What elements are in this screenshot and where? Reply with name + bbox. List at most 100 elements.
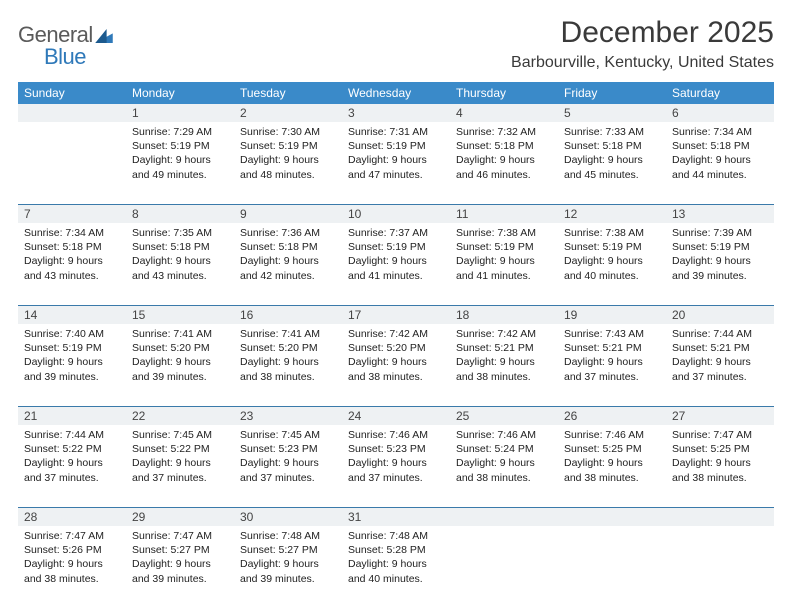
calendar-cell: Sunrise: 7:41 AMSunset: 5:20 PMDaylight:… bbox=[126, 324, 234, 406]
page-title: December 2025 bbox=[511, 16, 774, 50]
daylight-text-line1: Daylight: 9 hours bbox=[240, 456, 336, 470]
daylight-text-line2: and 42 minutes. bbox=[240, 269, 336, 283]
sunrise-text: Sunrise: 7:31 AM bbox=[348, 125, 444, 139]
sunset-text: Sunset: 5:19 PM bbox=[24, 341, 120, 355]
daylight-text-line1: Daylight: 9 hours bbox=[456, 153, 552, 167]
daylight-text-line1: Daylight: 9 hours bbox=[132, 557, 228, 571]
calendar-cell: Sunrise: 7:34 AMSunset: 5:18 PMDaylight:… bbox=[666, 122, 774, 204]
logo-text-blue: Blue bbox=[44, 44, 86, 70]
daylight-text-line2: and 48 minutes. bbox=[240, 168, 336, 182]
sunrise-text: Sunrise: 7:41 AM bbox=[240, 327, 336, 341]
calendar-cell bbox=[18, 122, 126, 204]
sunrise-text: Sunrise: 7:35 AM bbox=[132, 226, 228, 240]
daylight-text-line1: Daylight: 9 hours bbox=[24, 557, 120, 571]
day-number: 16 bbox=[234, 306, 342, 324]
daylight-text-line2: and 38 minutes. bbox=[456, 471, 552, 485]
week-row: Sunrise: 7:34 AMSunset: 5:18 PMDaylight:… bbox=[18, 223, 774, 305]
daylight-text-line1: Daylight: 9 hours bbox=[24, 254, 120, 268]
sunrise-text: Sunrise: 7:46 AM bbox=[456, 428, 552, 442]
daylight-text-line2: and 37 minutes. bbox=[348, 471, 444, 485]
calendar-cell: Sunrise: 7:46 AMSunset: 5:25 PMDaylight:… bbox=[558, 425, 666, 507]
day-number: 19 bbox=[558, 306, 666, 324]
day-header-row: Sunday Monday Tuesday Wednesday Thursday… bbox=[18, 82, 774, 104]
daylight-text-line1: Daylight: 9 hours bbox=[564, 355, 660, 369]
sunset-text: Sunset: 5:18 PM bbox=[132, 240, 228, 254]
calendar-cell: Sunrise: 7:47 AMSunset: 5:26 PMDaylight:… bbox=[18, 526, 126, 608]
logo: GeneralBlue bbox=[18, 16, 113, 70]
sunrise-text: Sunrise: 7:45 AM bbox=[240, 428, 336, 442]
day-number bbox=[450, 508, 558, 526]
calendar-cell: Sunrise: 7:41 AMSunset: 5:20 PMDaylight:… bbox=[234, 324, 342, 406]
daylight-text-line2: and 37 minutes. bbox=[672, 370, 768, 384]
sunset-text: Sunset: 5:27 PM bbox=[240, 543, 336, 557]
sunset-text: Sunset: 5:19 PM bbox=[240, 139, 336, 153]
day-number: 23 bbox=[234, 407, 342, 425]
sunset-text: Sunset: 5:20 PM bbox=[240, 341, 336, 355]
calendar-cell: Sunrise: 7:40 AMSunset: 5:19 PMDaylight:… bbox=[18, 324, 126, 406]
day-number: 17 bbox=[342, 306, 450, 324]
calendar-cell: Sunrise: 7:46 AMSunset: 5:23 PMDaylight:… bbox=[342, 425, 450, 507]
day-number: 15 bbox=[126, 306, 234, 324]
sunrise-text: Sunrise: 7:41 AM bbox=[132, 327, 228, 341]
sunrise-text: Sunrise: 7:39 AM bbox=[672, 226, 768, 240]
day-number: 7 bbox=[18, 205, 126, 223]
calendar-cell: Sunrise: 7:38 AMSunset: 5:19 PMDaylight:… bbox=[558, 223, 666, 305]
calendar-cell: Sunrise: 7:37 AMSunset: 5:19 PMDaylight:… bbox=[342, 223, 450, 305]
logo-mark-icon bbox=[95, 29, 113, 48]
daylight-text-line2: and 40 minutes. bbox=[564, 269, 660, 283]
sunset-text: Sunset: 5:18 PM bbox=[672, 139, 768, 153]
day-number: 27 bbox=[666, 407, 774, 425]
day-number: 14 bbox=[18, 306, 126, 324]
daylight-text-line1: Daylight: 9 hours bbox=[24, 456, 120, 470]
daylight-text-line1: Daylight: 9 hours bbox=[240, 254, 336, 268]
sunset-text: Sunset: 5:18 PM bbox=[456, 139, 552, 153]
calendar-cell: Sunrise: 7:47 AMSunset: 5:27 PMDaylight:… bbox=[126, 526, 234, 608]
daynum-row: 14151617181920 bbox=[18, 305, 774, 324]
daylight-text-line2: and 38 minutes. bbox=[348, 370, 444, 384]
day-number: 22 bbox=[126, 407, 234, 425]
sunset-text: Sunset: 5:25 PM bbox=[564, 442, 660, 456]
location-text: Barbourville, Kentucky, United States bbox=[511, 54, 774, 72]
sunrise-text: Sunrise: 7:30 AM bbox=[240, 125, 336, 139]
calendar-cell: Sunrise: 7:45 AMSunset: 5:23 PMDaylight:… bbox=[234, 425, 342, 507]
daylight-text-line1: Daylight: 9 hours bbox=[132, 254, 228, 268]
daylight-text-line1: Daylight: 9 hours bbox=[348, 355, 444, 369]
daylight-text-line2: and 49 minutes. bbox=[132, 168, 228, 182]
sunrise-text: Sunrise: 7:38 AM bbox=[564, 226, 660, 240]
sunrise-text: Sunrise: 7:48 AM bbox=[240, 529, 336, 543]
day-header-monday: Monday bbox=[126, 82, 234, 104]
sunrise-text: Sunrise: 7:36 AM bbox=[240, 226, 336, 240]
daylight-text-line2: and 41 minutes. bbox=[348, 269, 444, 283]
calendar: Sunday Monday Tuesday Wednesday Thursday… bbox=[18, 82, 774, 608]
daylight-text-line1: Daylight: 9 hours bbox=[564, 456, 660, 470]
day-number: 29 bbox=[126, 508, 234, 526]
sunset-text: Sunset: 5:22 PM bbox=[132, 442, 228, 456]
sunset-text: Sunset: 5:20 PM bbox=[348, 341, 444, 355]
daylight-text-line1: Daylight: 9 hours bbox=[240, 153, 336, 167]
day-number: 4 bbox=[450, 104, 558, 122]
calendar-cell bbox=[558, 526, 666, 608]
week-row: Sunrise: 7:44 AMSunset: 5:22 PMDaylight:… bbox=[18, 425, 774, 507]
sunrise-text: Sunrise: 7:34 AM bbox=[24, 226, 120, 240]
sunrise-text: Sunrise: 7:42 AM bbox=[456, 327, 552, 341]
sunset-text: Sunset: 5:18 PM bbox=[24, 240, 120, 254]
sunset-text: Sunset: 5:26 PM bbox=[24, 543, 120, 557]
daylight-text-line1: Daylight: 9 hours bbox=[672, 456, 768, 470]
calendar-cell bbox=[666, 526, 774, 608]
day-number bbox=[18, 104, 126, 122]
calendar-cell: Sunrise: 7:48 AMSunset: 5:28 PMDaylight:… bbox=[342, 526, 450, 608]
sunrise-text: Sunrise: 7:29 AM bbox=[132, 125, 228, 139]
daylight-text-line1: Daylight: 9 hours bbox=[564, 153, 660, 167]
sunrise-text: Sunrise: 7:47 AM bbox=[672, 428, 768, 442]
day-number: 5 bbox=[558, 104, 666, 122]
day-header-friday: Friday bbox=[558, 82, 666, 104]
day-number bbox=[666, 508, 774, 526]
sunset-text: Sunset: 5:19 PM bbox=[564, 240, 660, 254]
sunset-text: Sunset: 5:21 PM bbox=[456, 341, 552, 355]
daylight-text-line2: and 41 minutes. bbox=[456, 269, 552, 283]
sunrise-text: Sunrise: 7:46 AM bbox=[564, 428, 660, 442]
sunrise-text: Sunrise: 7:43 AM bbox=[564, 327, 660, 341]
day-number: 30 bbox=[234, 508, 342, 526]
daylight-text-line2: and 38 minutes. bbox=[456, 370, 552, 384]
calendar-cell: Sunrise: 7:36 AMSunset: 5:18 PMDaylight:… bbox=[234, 223, 342, 305]
